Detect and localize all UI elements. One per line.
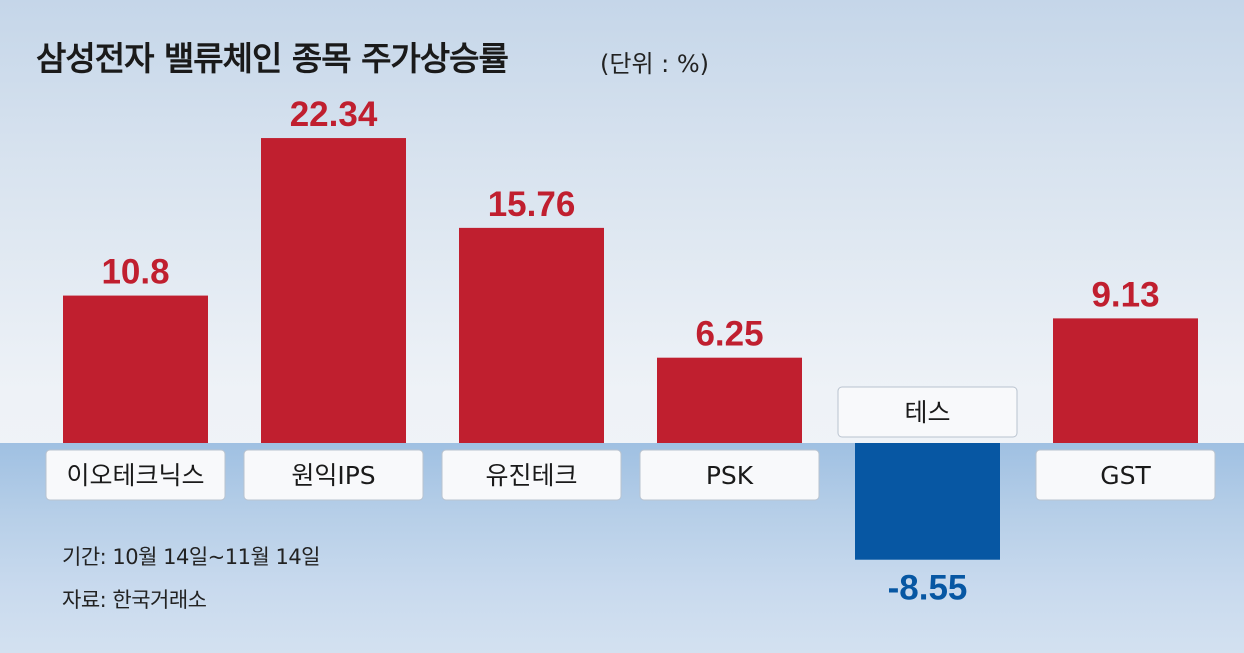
category-box-0 (45, 449, 226, 501)
period-note: 기간: 10월 14일~11월 14일 (62, 545, 321, 569)
category-label-3: PSK (706, 461, 754, 490)
chart-title: 삼성전자 밸류체인 종목 주가상승률 (36, 39, 509, 78)
category-box-4 (837, 386, 1018, 438)
bar-5 (1053, 318, 1198, 443)
value-label-3: 6.25 (695, 315, 763, 354)
value-label-4: -8.55 (888, 569, 968, 608)
bar-4 (855, 443, 1000, 560)
value-label-0: 10.8 (101, 253, 169, 292)
category-label-5: GST (1100, 461, 1151, 490)
value-label-1: 22.34 (290, 95, 378, 134)
category-label-4: 테스 (904, 398, 950, 427)
category-label-2: 유진테크 (485, 461, 577, 490)
category-box-2 (441, 449, 622, 501)
category-box-1 (243, 449, 424, 501)
category-label-0: 이오테크닉스 (66, 461, 204, 490)
value-label-2: 15.76 (488, 185, 576, 224)
bar-1 (261, 138, 406, 443)
category-label-1: 원익IPS (291, 461, 375, 490)
bar-3 (657, 357, 802, 443)
value-label-5: 9.13 (1091, 275, 1159, 314)
category-box-3 (639, 449, 820, 501)
bar-0 (63, 295, 208, 443)
bar-2 (459, 227, 604, 443)
unit-label: (단위 : %) (600, 50, 710, 78)
source-note: 자료: 한국거래소 (62, 588, 207, 612)
category-box-5 (1035, 449, 1216, 501)
